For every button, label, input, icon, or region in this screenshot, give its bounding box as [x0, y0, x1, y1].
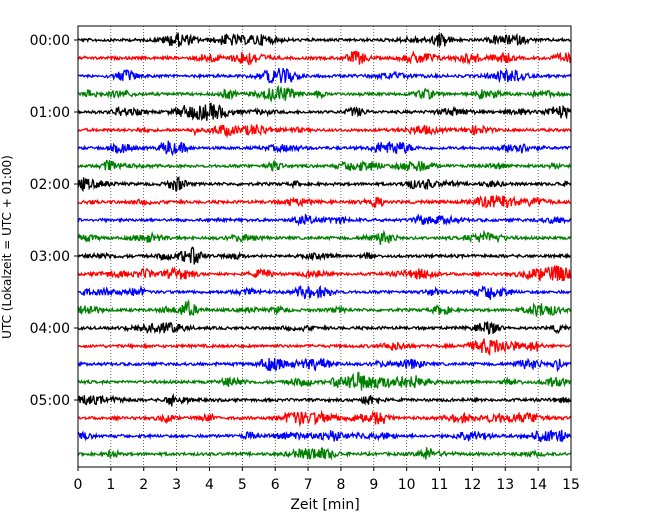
x-tick-label: 7 — [304, 477, 313, 493]
x-axis: 0 1 2 3 4 5 6 7 8 9 10 11 12 13 14 15 — [74, 467, 580, 493]
trace-0030 — [77, 67, 572, 84]
trace-0530 — [77, 429, 572, 443]
trace-0345 — [77, 299, 572, 317]
trace-0230 — [77, 213, 572, 227]
x-tick-label: 6 — [271, 477, 280, 493]
x-tick-label: 5 — [238, 477, 247, 493]
y-tick-label: 01:00 — [30, 105, 70, 121]
x-tick-label: 10 — [398, 477, 416, 493]
trace-0115 — [77, 124, 572, 139]
x-tick-label: 12 — [463, 477, 481, 493]
y-axis: 00:00 01:00 02:00 03:00 04:00 05:00 — [30, 33, 78, 409]
trace-0100 — [77, 102, 572, 122]
y-tick-label: 05:00 — [30, 393, 70, 409]
trace-0000 — [77, 32, 572, 48]
trace-0315 — [77, 264, 572, 282]
x-tick-label: 3 — [172, 477, 181, 493]
y-axis-label: UTC (Lokalzeit = UTC + 01:00) — [0, 155, 14, 339]
x-tick-label: 0 — [74, 477, 83, 493]
trace-0200 — [77, 175, 572, 193]
trace-0215 — [77, 195, 571, 209]
y-tick-label: 02:00 — [30, 177, 70, 193]
plot-frame — [77, 25, 572, 468]
x-axis-label: Zeit [min] — [290, 497, 359, 513]
x-tick-label: 8 — [336, 477, 345, 493]
x-tick-label: 11 — [431, 477, 449, 493]
trace-0130 — [77, 140, 571, 157]
trace-0245 — [77, 229, 572, 245]
x-tick-label: 4 — [205, 477, 214, 493]
x-tick-label: 15 — [562, 477, 580, 493]
trace-0545 — [77, 447, 572, 461]
x-tick-label: 2 — [139, 477, 148, 493]
trace-0330 — [77, 284, 572, 300]
x-tick-label: 1 — [106, 477, 115, 493]
trace-0515 — [77, 409, 572, 428]
trace-0145 — [77, 159, 571, 172]
y-tick-label: 00:00 — [30, 33, 70, 49]
trace-0500 — [77, 393, 572, 407]
trace-0045 — [77, 85, 572, 103]
trace-0415 — [77, 338, 571, 357]
trace-0015 — [77, 49, 572, 66]
y-tick-label: 04:00 — [30, 321, 70, 337]
y-tick-label: 03:00 — [30, 249, 70, 265]
traces — [77, 32, 572, 461]
x-tick-label: 14 — [529, 477, 547, 493]
trace-0445 — [77, 371, 572, 391]
trace-0300 — [77, 246, 571, 265]
trace-0400 — [77, 321, 572, 336]
x-tick-label: 13 — [496, 477, 514, 493]
x-tick-label: 9 — [369, 477, 378, 493]
trace-0430 — [77, 357, 572, 373]
